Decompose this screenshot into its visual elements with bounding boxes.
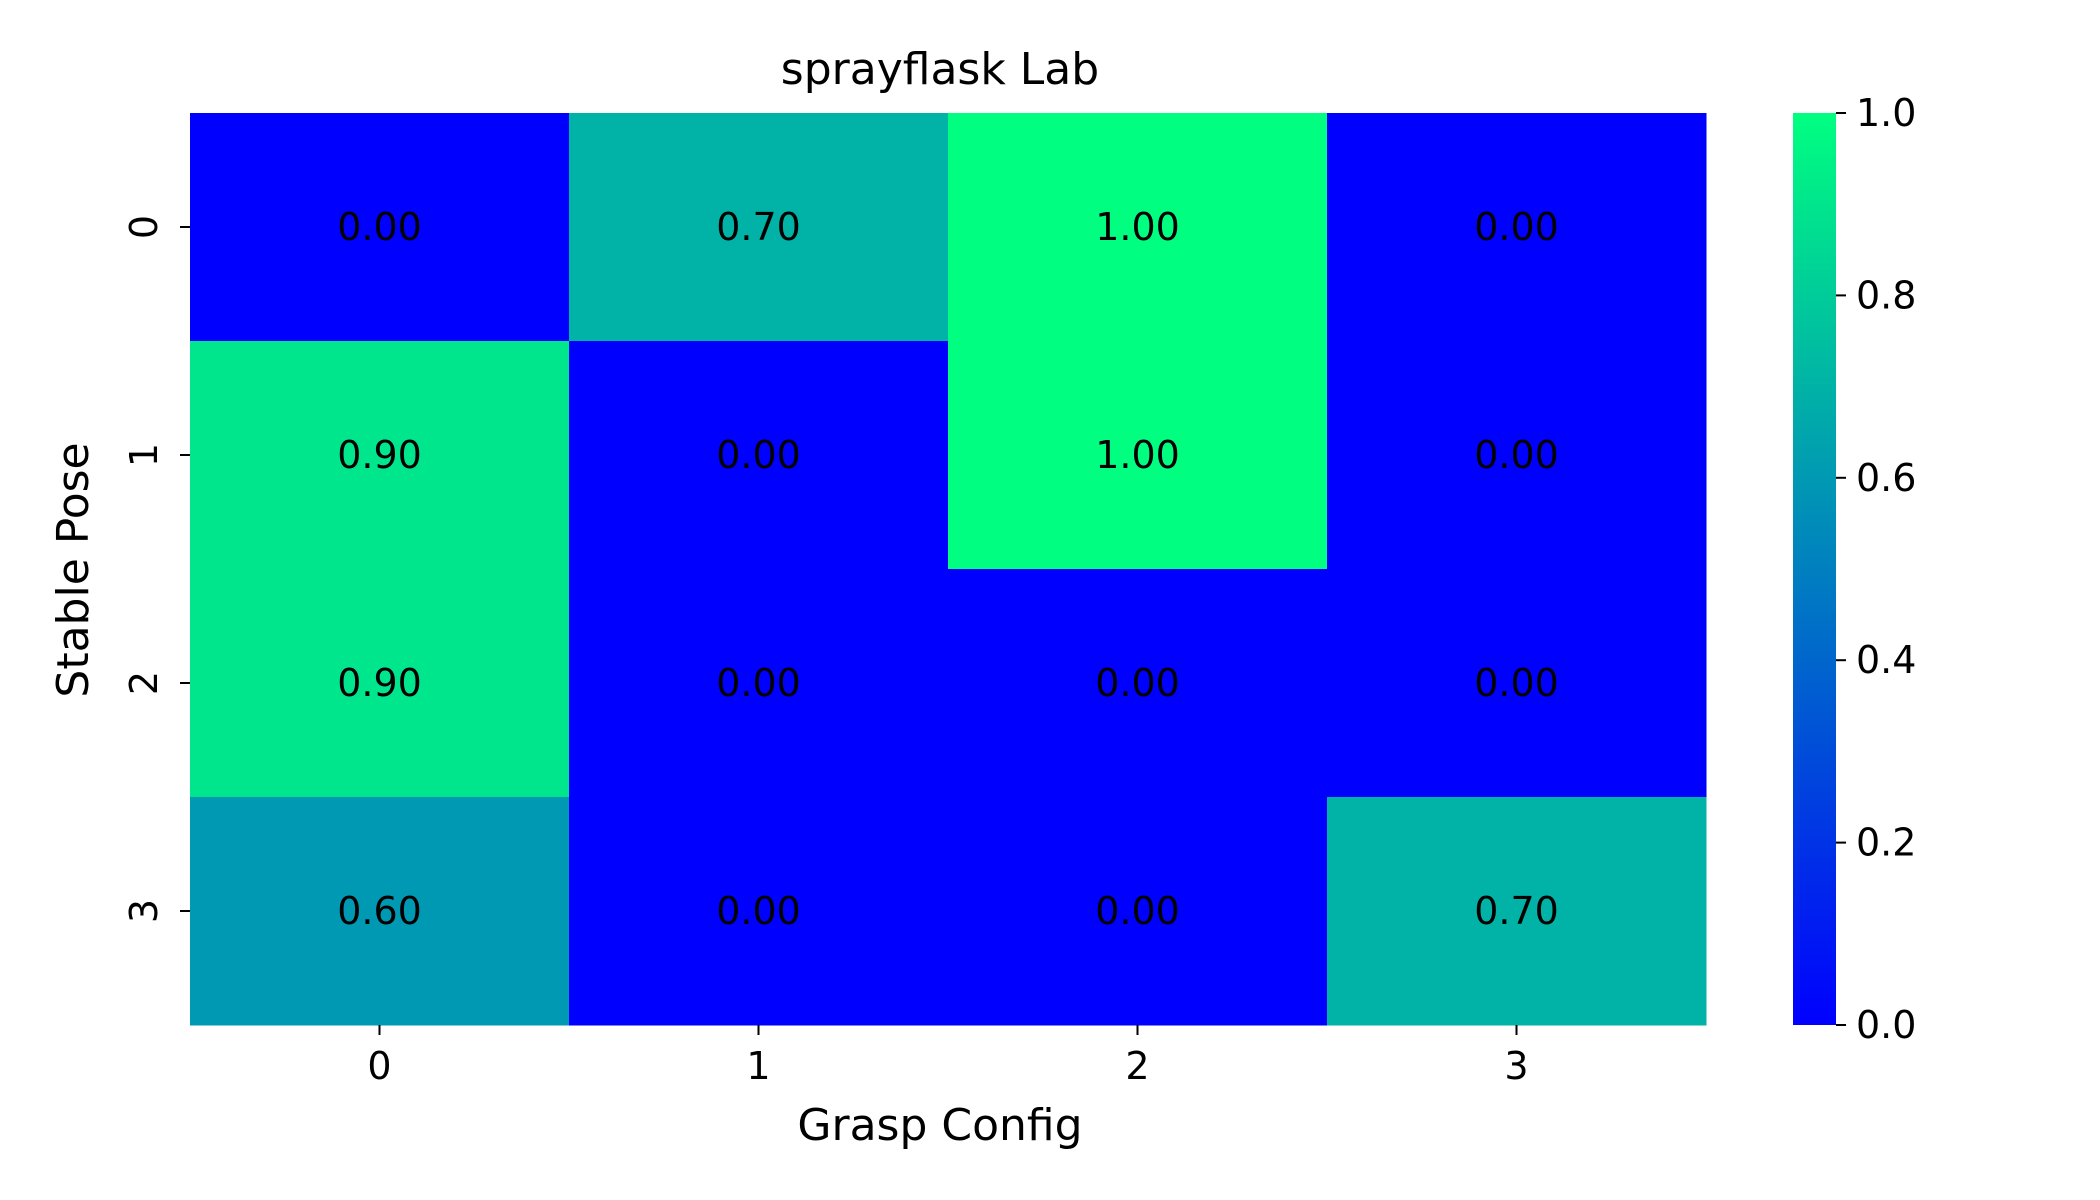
colorbar [1793,113,1836,1025]
heatmap-cell [1327,113,1707,342]
heatmap-cell-labels: 0.00 0.70 1.00 0.00 0.90 0.00 1.00 0.00 0.90 0.00… [337,205,1559,933]
cell-value-label: 0.00 [337,205,422,249]
x-tick-label: 2 [1125,1044,1149,1088]
heatmap-cell [569,341,949,570]
colorbar-tick-label: 0.6 [1856,456,1916,500]
x-tick-label: 0 [367,1044,391,1088]
heatmap-cell [948,341,1328,570]
cell-value-label: 0.00 [1474,433,1559,477]
y-tick-label: 3 [122,899,166,923]
colorbar-tick-label: 0.4 [1856,638,1916,682]
cell-value-label: 0.70 [716,205,801,249]
colorbar-tick-label: 0.8 [1856,273,1916,317]
chart-title: sprayflask Lab [781,44,1099,95]
heatmap-cell [1327,341,1707,570]
heatmap-cell [190,569,570,798]
colorbar-tick-label: 0.2 [1856,821,1916,865]
cell-value-label: 0.00 [1095,889,1180,933]
x-tick-label: 1 [746,1044,770,1088]
heatmap-cell [948,797,1328,1026]
cell-value-label: 1.00 [1095,433,1180,477]
x-axis-label: Grasp Config [797,1100,1082,1151]
x-axis-ticks: 0 1 2 3 [367,1025,1529,1088]
colorbar-ticks: 0.0 0.2 0.4 0.6 0.8 1.0 [1836,91,1916,1047]
y-axis-ticks: 0 1 2 3 [122,215,190,923]
heatmap-cell [569,113,949,342]
heatmap-cells [190,113,1707,1026]
heatmap-cell [190,341,570,570]
heatmap-cell [190,113,570,342]
cell-value-label: 1.00 [1095,205,1180,249]
colorbar-tick-label: 1.0 [1856,91,1916,135]
heatmap-cell [948,569,1328,798]
heatmap-cell [190,797,570,1026]
cell-value-label: 0.90 [337,661,422,705]
heatmap-cell [569,797,949,1026]
y-tick-label: 0 [122,215,166,239]
heatmap-cell [1327,569,1707,798]
cell-value-label: 0.00 [1095,661,1180,705]
y-axis-label: Stable Pose [48,442,99,697]
cell-value-label: 0.90 [337,433,422,477]
heatmap-cell [569,569,949,798]
heatmap-cell [948,113,1328,342]
y-tick-label: 1 [122,443,166,467]
cell-value-label: 0.60 [337,889,422,933]
heatmap-cell [1327,797,1707,1026]
cell-value-label: 0.00 [1474,661,1559,705]
cell-value-label: 0.00 [716,661,801,705]
colorbar-tick-label: 0.0 [1856,1003,1916,1047]
cell-value-label: 0.00 [1474,205,1559,249]
x-tick-label: 3 [1504,1044,1528,1088]
cell-value-label: 0.70 [1474,889,1559,933]
cell-value-label: 0.00 [716,433,801,477]
cell-value-label: 0.00 [716,889,801,933]
y-tick-label: 2 [122,671,166,695]
